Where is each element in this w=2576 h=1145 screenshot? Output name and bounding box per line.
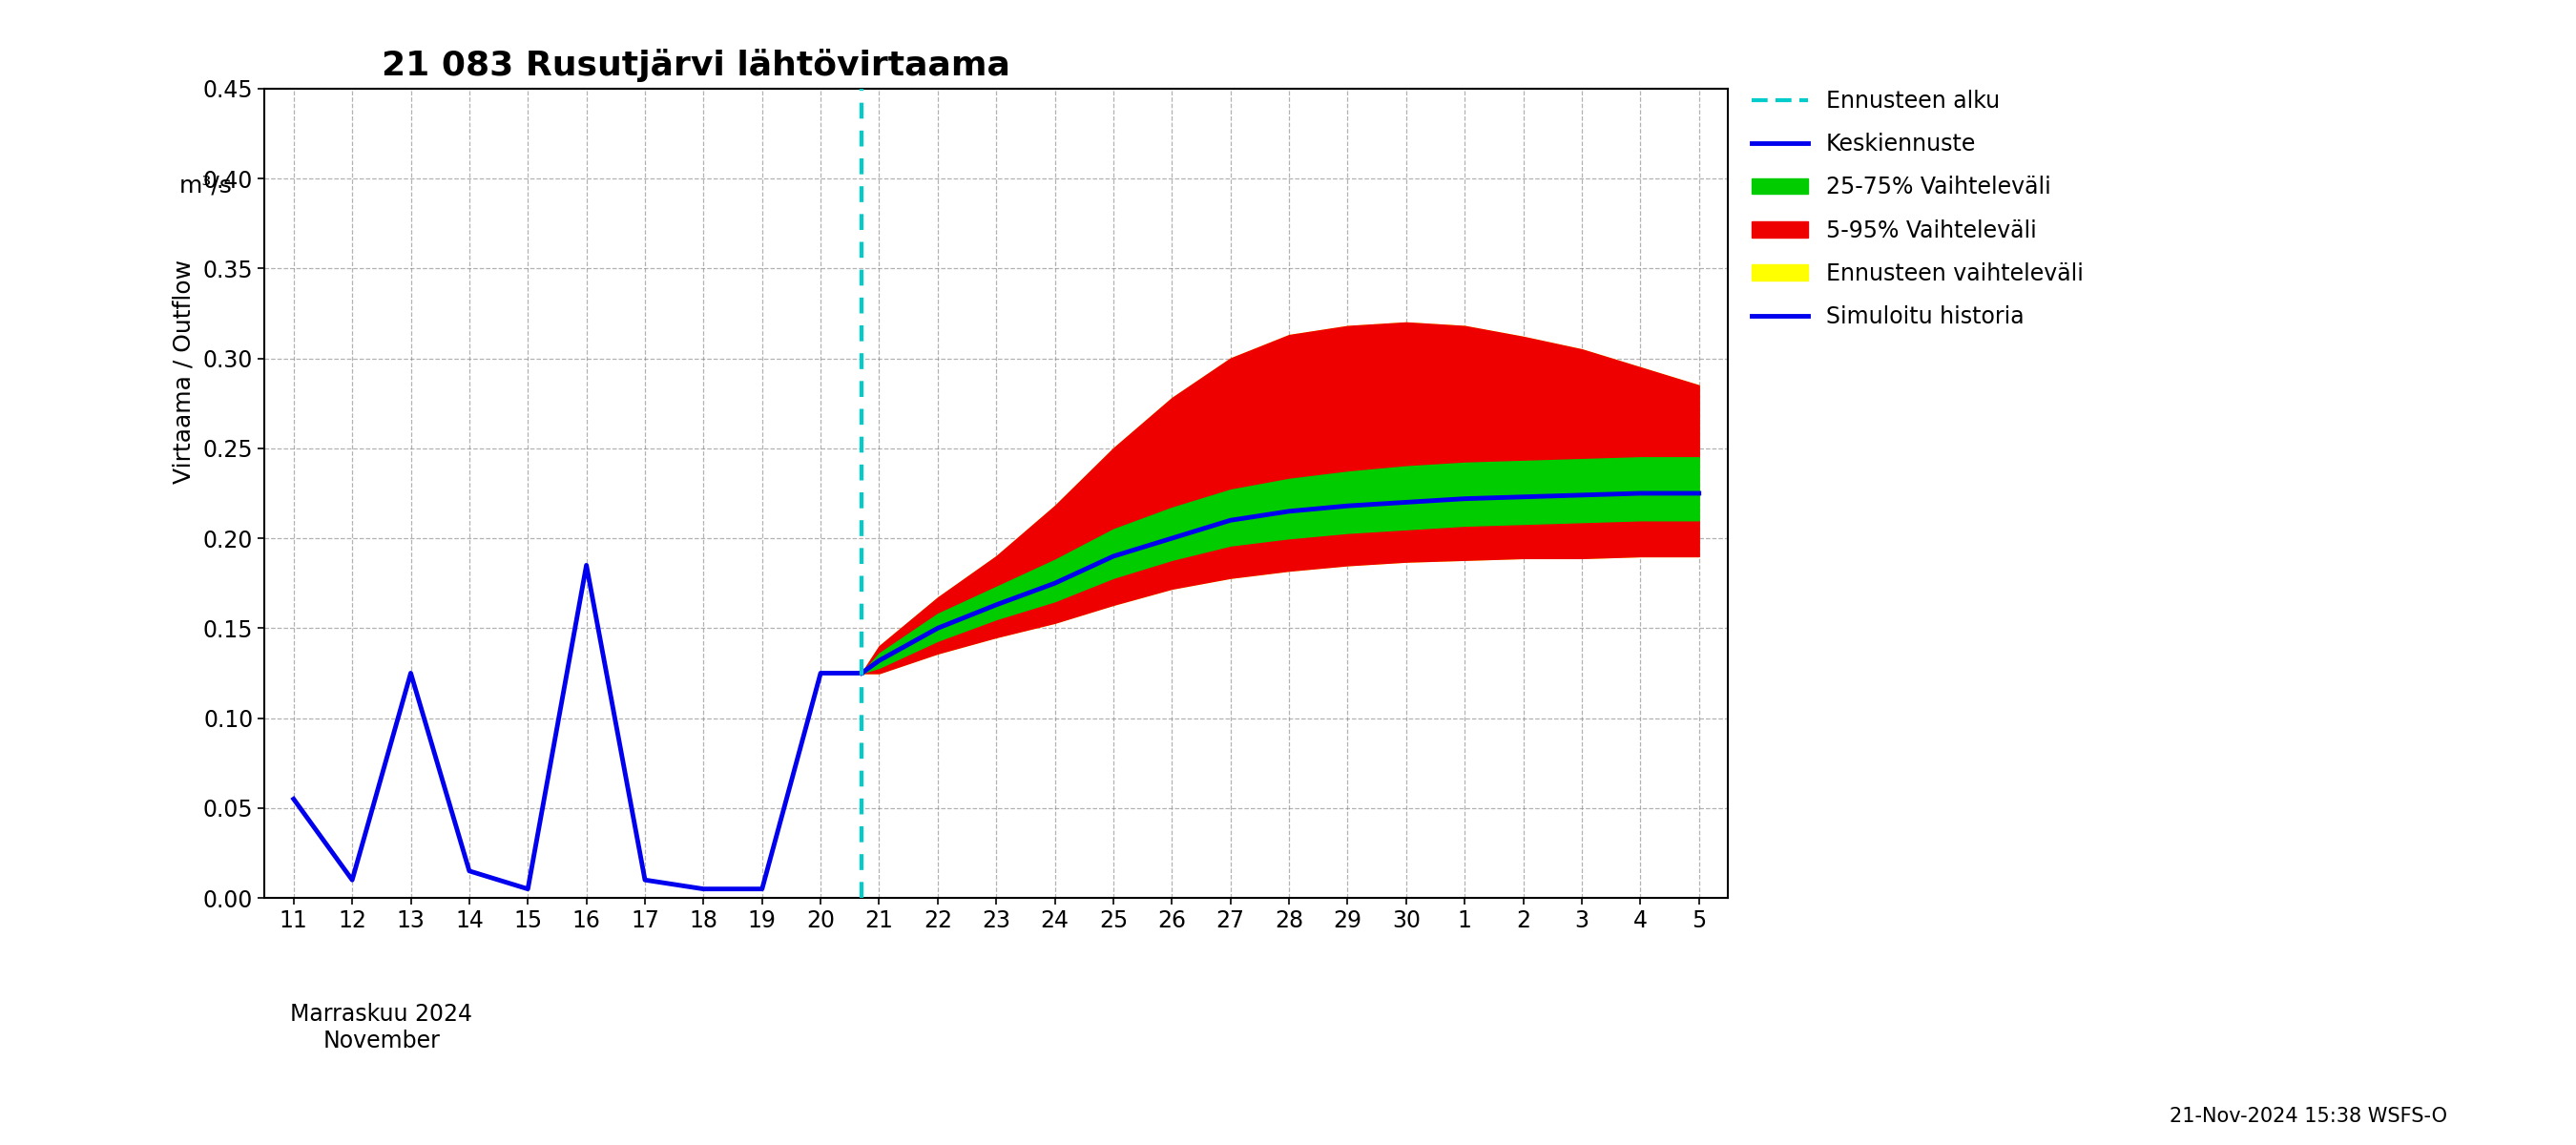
Legend: Ennusteen alku, Keskiennuste, 25-75% Vaihteleväli, 5-95% Vaihteleväli, Ennusteen: Ennusteen alku, Keskiennuste, 25-75% Vai… bbox=[1744, 80, 2092, 338]
Text: Marraskuu 2024
November: Marraskuu 2024 November bbox=[291, 1003, 471, 1052]
Text: m³/s: m³/s bbox=[180, 174, 232, 197]
Text: Virtaama / Outflow: Virtaama / Outflow bbox=[173, 260, 196, 484]
Text: 21 083 Rusutjärvi lähtövirtaama: 21 083 Rusutjärvi lähtövirtaama bbox=[381, 48, 1010, 82]
Text: 21-Nov-2024 15:38 WSFS-O: 21-Nov-2024 15:38 WSFS-O bbox=[2169, 1107, 2447, 1126]
